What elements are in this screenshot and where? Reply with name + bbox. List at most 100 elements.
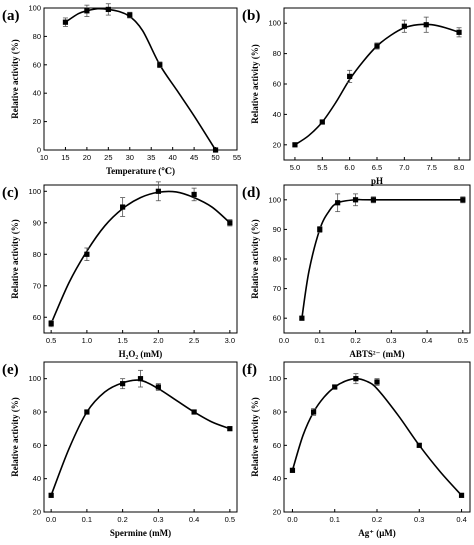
data-point xyxy=(191,409,197,415)
x-tick-label: 20 xyxy=(83,153,91,162)
data-point xyxy=(120,204,126,210)
data-point xyxy=(292,142,298,148)
data-point xyxy=(353,376,359,382)
data-point xyxy=(105,6,111,13)
y-tick-label: 100 xyxy=(28,374,41,383)
x-tick-label: 15 xyxy=(61,153,69,162)
panel-label: (a) xyxy=(2,8,20,24)
plot-frame xyxy=(43,361,238,513)
x-tick-label: 0.0 xyxy=(287,515,297,524)
y-tick-label: 40 xyxy=(273,110,281,119)
data-point xyxy=(416,442,422,448)
data-point xyxy=(370,197,377,203)
panel-label: (e) xyxy=(2,362,19,378)
x-tick-label: 25 xyxy=(104,153,112,162)
data-point xyxy=(347,73,353,79)
series-line xyxy=(64,7,217,151)
y-tick-label: 80 xyxy=(33,250,41,259)
panel-c: 0.5 1.0 1.5 2.0 2.5 3.0 60 70 80 90 100 H₂O₂ (mM) Re… xyxy=(2,181,238,359)
x-tick-label: 1.5 xyxy=(117,336,127,345)
data-point xyxy=(157,62,163,68)
data-point xyxy=(84,8,90,14)
y-tick-label: 60 xyxy=(273,441,281,450)
data-point xyxy=(62,19,69,25)
panel-d: 0.0 0.1 0.2 0.3 0.4 0.5 60 70 80 90 100 ABTS²⁻ (mM)… xyxy=(242,184,471,359)
x-tick-label: 55 xyxy=(233,153,241,162)
data-point xyxy=(310,409,317,415)
y-axis-label: Relative activity (%) xyxy=(250,219,260,298)
y-tick-label: 80 xyxy=(33,32,41,41)
x-tick-label: 0.2 xyxy=(350,336,360,345)
y-tick-label: 80 xyxy=(33,408,41,417)
x-tick-label: 3.0 xyxy=(225,336,235,345)
y-tick-label: 20 xyxy=(273,508,281,517)
data-point xyxy=(317,226,323,232)
x-tick-label: 0.1 xyxy=(330,515,340,524)
plot-frame xyxy=(43,7,238,151)
y-tick-label: 20 xyxy=(273,140,281,149)
x-tick-label: 0.3 xyxy=(153,515,163,524)
x-tick-label: 40 xyxy=(168,153,176,162)
plot-frame xyxy=(43,184,238,334)
y-tick-label: 60 xyxy=(33,313,41,322)
x-tick-label: 0.4 xyxy=(189,515,199,524)
y-axis-label: Relative activity (%) xyxy=(10,397,20,476)
x-tick-label: 0.2 xyxy=(372,515,382,524)
series-line xyxy=(291,377,463,496)
y-tick-label: 70 xyxy=(33,281,41,290)
data-point xyxy=(48,492,54,498)
data-point xyxy=(127,12,133,18)
data-point xyxy=(137,376,144,382)
x-tick-label: 0.0 xyxy=(46,515,56,524)
x-tick-label: 30 xyxy=(126,153,134,162)
y-tick-label: 0 xyxy=(37,146,41,155)
x-tick-label: 45 xyxy=(190,153,198,162)
x-tick-label: 0.5 xyxy=(225,515,235,524)
x-tick-label: 0.1 xyxy=(82,515,92,524)
data-point xyxy=(84,409,90,415)
x-tick-label: 50 xyxy=(211,153,219,162)
y-tick-label: 100 xyxy=(268,195,281,204)
y-tick-label: 100 xyxy=(28,4,41,13)
x-tick-label: 0.4 xyxy=(422,336,432,345)
y-tick-label: 100 xyxy=(268,374,281,383)
panel-label: (d) xyxy=(242,185,260,201)
y-tick-label: 40 xyxy=(273,474,281,483)
data-point xyxy=(335,200,341,206)
y-tick-label: 80 xyxy=(273,255,281,264)
data-point xyxy=(227,220,233,226)
data-point xyxy=(374,43,380,49)
y-tick-label: 20 xyxy=(33,117,41,126)
panel-e: 0.0 0.1 0.2 0.3 0.4 0.5 20 40 60 80 100 Spermine (m… xyxy=(2,361,238,538)
x-tick-label: 0.1 xyxy=(315,336,325,345)
panel-f: 0.0 0.1 0.2 0.3 0.4 20 40 60 80 100 Ag⁺ (μM) Relati… xyxy=(242,361,471,538)
series-line xyxy=(50,190,231,324)
data-point xyxy=(423,22,429,28)
y-tick-label: 100 xyxy=(28,187,41,196)
y-axis-label: Relative activity (%) xyxy=(10,39,20,118)
x-axis-label: Spermine (mM) xyxy=(110,528,171,538)
x-axis-label: Temperature (℃) xyxy=(106,166,175,176)
data-point xyxy=(458,492,465,498)
y-tick-label: 70 xyxy=(273,284,281,293)
x-axis-label: Ag⁺ (μM) xyxy=(358,528,396,538)
x-axis-label: ABTS²⁻ (mM) xyxy=(349,349,404,359)
data-point xyxy=(332,384,338,390)
x-tick-label: 10 xyxy=(40,153,48,162)
x-tick-label: 0.0 xyxy=(279,336,289,345)
panel-a: 10 15 20 25 30 35 40 45 50 55 0 20 40 60 80 100 Temperat… xyxy=(2,3,241,176)
y-tick-label: 60 xyxy=(273,314,281,323)
x-tick-label: 0.5 xyxy=(46,336,56,345)
x-tick-label: 7.5 xyxy=(426,163,436,172)
x-axis-label: H₂O₂ (mM) xyxy=(119,349,163,359)
x-tick-label: 6.0 xyxy=(344,163,354,172)
data-point xyxy=(401,23,407,29)
series-line xyxy=(50,379,231,496)
data-point xyxy=(460,197,466,203)
x-tick-label: 0.3 xyxy=(414,515,424,524)
y-axis-label: Relative activity (%) xyxy=(250,44,260,123)
y-tick-label: 40 xyxy=(33,89,41,98)
data-point xyxy=(456,29,462,35)
data-point xyxy=(299,315,305,321)
data-point xyxy=(120,381,126,387)
